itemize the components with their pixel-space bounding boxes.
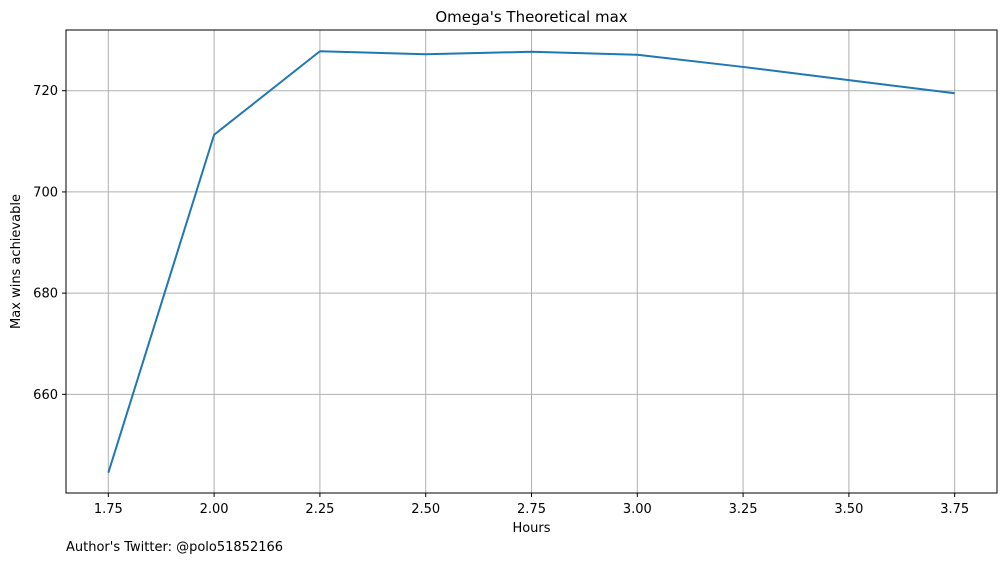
- author-footnote: Author's Twitter: @polo51852166: [66, 540, 283, 555]
- x-tick-label: 2.75: [517, 502, 546, 517]
- ticks: 1.75 2.00 2.25 2.50 2.75 3.00 3.25 3.50 3.75 660 6…: [33, 84, 969, 517]
- x-tick-label: 2.50: [411, 502, 440, 517]
- chart-title: Omega's Theoretical max: [435, 8, 627, 26]
- x-tick-label: 1.75: [94, 502, 123, 517]
- x-tick-label: 2.00: [200, 502, 229, 517]
- y-tick-label: 660: [33, 388, 58, 403]
- grid: [66, 30, 997, 493]
- y-tick-label: 680: [33, 287, 58, 302]
- x-axis-label: Hours: [512, 521, 550, 536]
- x-tick-label: 3.50: [834, 502, 863, 517]
- y-tick-label: 700: [33, 185, 58, 200]
- series-layer: [107, 50, 955, 474]
- y-axis-label: Max wins achievable: [9, 194, 24, 329]
- series-line: [107, 50, 955, 474]
- x-tick-label: 3.25: [729, 502, 758, 517]
- x-tick-label: 3.75: [940, 502, 969, 517]
- x-tick-label: 3.00: [623, 502, 652, 517]
- x-tick-label: 2.25: [305, 502, 334, 517]
- y-tick-label: 720: [33, 84, 58, 99]
